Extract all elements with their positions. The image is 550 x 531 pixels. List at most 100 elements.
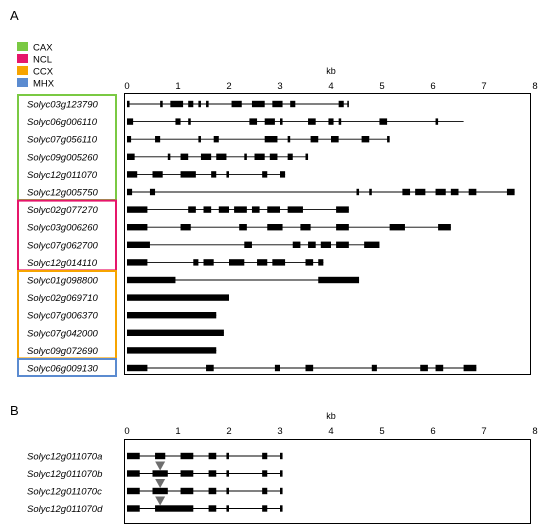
panel-a-exon-block bbox=[450, 188, 459, 196]
panel-a-gene-label: Solyc12g014110 bbox=[27, 258, 98, 269]
panel-a-exon-block bbox=[127, 259, 148, 266]
panel-b-exon-block bbox=[280, 452, 283, 460]
legend-label-ccx: CCX bbox=[33, 67, 54, 78]
panel-b-exon-block bbox=[262, 487, 268, 495]
panel-a-exon-block bbox=[127, 329, 224, 336]
panel-b-exon-block bbox=[262, 505, 268, 512]
panel-a-exon-block bbox=[371, 364, 377, 372]
panel-a-label: A bbox=[10, 8, 19, 23]
panel-a-exon-block bbox=[356, 188, 360, 196]
panel-a-exon-block bbox=[188, 206, 196, 213]
panel-a-exon-block bbox=[272, 100, 283, 108]
panel-a-exon-block bbox=[308, 118, 316, 125]
panel-b-exon-block bbox=[155, 505, 194, 512]
legend-swatch-ncl bbox=[17, 54, 28, 63]
panel-b-exon-block bbox=[226, 470, 229, 477]
panel-b-exon-block bbox=[208, 470, 217, 477]
panel-b-tick-label: 8 bbox=[532, 426, 537, 437]
panel-a-exon-block bbox=[218, 206, 229, 213]
panel-a-exon-block bbox=[435, 188, 446, 196]
panel-a-exon-block bbox=[264, 136, 278, 143]
panel-a-exon-block bbox=[127, 136, 132, 143]
panel-a-exon-block bbox=[463, 364, 477, 372]
panel-a-exon-block bbox=[244, 153, 247, 160]
panel-a-tick-label: 0 bbox=[124, 81, 129, 92]
panel-a-exon-block bbox=[251, 206, 260, 213]
panel-a-gene-label: Solyc02g077270 bbox=[27, 205, 98, 216]
panel-a-tick-label: 8 bbox=[532, 81, 537, 92]
group-box-mhx bbox=[17, 358, 117, 377]
panel-b-gene-label: Solyc12g011070d bbox=[27, 504, 103, 515]
panel-a-exon-block bbox=[226, 171, 229, 178]
legend-swatch-ccx bbox=[17, 66, 28, 75]
panel-a-exon-block bbox=[249, 118, 258, 125]
panel-b-frame bbox=[124, 439, 531, 524]
panel-a-exon-block bbox=[318, 276, 360, 284]
panel-b-exon-block bbox=[208, 452, 217, 460]
panel-a-tick-label: 1 bbox=[175, 81, 180, 92]
panel-a-exon-block bbox=[160, 100, 163, 108]
panel-a-exon-block bbox=[305, 364, 314, 372]
panel-a-exon-block bbox=[379, 118, 388, 125]
panel-b-exon-block bbox=[226, 487, 229, 495]
panel-b-exon-block bbox=[208, 505, 217, 512]
panel-a-exon-block bbox=[239, 224, 247, 231]
panel-b-label: B bbox=[10, 403, 19, 418]
panel-b-exon-block bbox=[262, 470, 268, 477]
panel-a-exon-block bbox=[200, 153, 212, 160]
panel-b-exon-block bbox=[155, 452, 166, 460]
panel-a-exon-block bbox=[264, 118, 275, 125]
panel-b-exon-block bbox=[180, 470, 194, 477]
panel-a-exon-block bbox=[175, 118, 181, 125]
panel-a-exon-block bbox=[331, 136, 339, 143]
panel-b-gene-label: Solyc12g011070b bbox=[27, 469, 102, 480]
panel-b-exon-block bbox=[280, 487, 283, 495]
panel-a-exon-block bbox=[234, 206, 247, 213]
panel-a-exon-block bbox=[336, 241, 349, 248]
legend-label-mhx: MHX bbox=[33, 79, 55, 90]
panel-a-exon-block bbox=[402, 188, 411, 196]
panel-a-exon-block bbox=[127, 171, 138, 178]
panel-a-gene-label: Solyc12g005750 bbox=[27, 188, 98, 199]
panel-a-exon-block bbox=[155, 136, 161, 143]
panel-a-exon-block bbox=[127, 224, 148, 231]
panel-a-exon-block bbox=[300, 224, 311, 231]
panel-b-exon-block bbox=[127, 452, 140, 460]
insertion-marker-icon bbox=[155, 496, 166, 506]
panel-b-tick-label: 6 bbox=[430, 426, 435, 437]
panel-a-tick-label: 4 bbox=[328, 81, 333, 92]
panel-b-tick-label: 3 bbox=[277, 426, 282, 437]
panel-a-exon-block bbox=[361, 136, 370, 143]
panel-b-tick-label: 5 bbox=[379, 426, 384, 437]
legend-swatch-cax bbox=[17, 42, 28, 51]
panel-a-tick-label: 7 bbox=[481, 81, 486, 92]
panel-b-exon-block bbox=[226, 452, 229, 460]
panel-a-exon-block bbox=[310, 136, 319, 143]
panel-a-exon-block bbox=[213, 136, 219, 143]
panel-a-exon-block bbox=[280, 171, 286, 178]
panel-a-exon-block bbox=[170, 100, 184, 108]
panel-a-exon-block bbox=[435, 364, 444, 372]
panel-a-exon-block bbox=[127, 206, 148, 213]
panel-a-exon-block bbox=[127, 118, 134, 125]
panel-a-exon-block bbox=[251, 100, 265, 108]
panel-b-exon-block bbox=[152, 470, 168, 477]
panel-a-exon-block bbox=[152, 171, 163, 178]
legend-swatch-mhx bbox=[17, 78, 28, 87]
panel-a-exon-block bbox=[167, 153, 171, 160]
panel-a-exon-block bbox=[257, 259, 268, 266]
panel-a-exon-block bbox=[254, 153, 265, 160]
panel-a-exon-block bbox=[127, 312, 217, 319]
panel-a-exon-block bbox=[347, 100, 349, 108]
panel-b-tick-label: 4 bbox=[328, 426, 333, 437]
panel-a-gene-label: Solyc07g056110 bbox=[27, 135, 98, 146]
panel-b-exon-block bbox=[127, 505, 140, 512]
panel-a-exon-block bbox=[336, 206, 349, 213]
panel-a-exon-block bbox=[438, 224, 451, 231]
panel-a-exon-block bbox=[280, 118, 283, 125]
panel-a-exon-block bbox=[206, 100, 209, 108]
panel-b-axis-title: kb bbox=[326, 411, 336, 421]
panel-a-tick-label: 6 bbox=[430, 81, 435, 92]
panel-a-axis-title: kb bbox=[326, 66, 336, 76]
insertion-marker-icon bbox=[155, 479, 166, 488]
